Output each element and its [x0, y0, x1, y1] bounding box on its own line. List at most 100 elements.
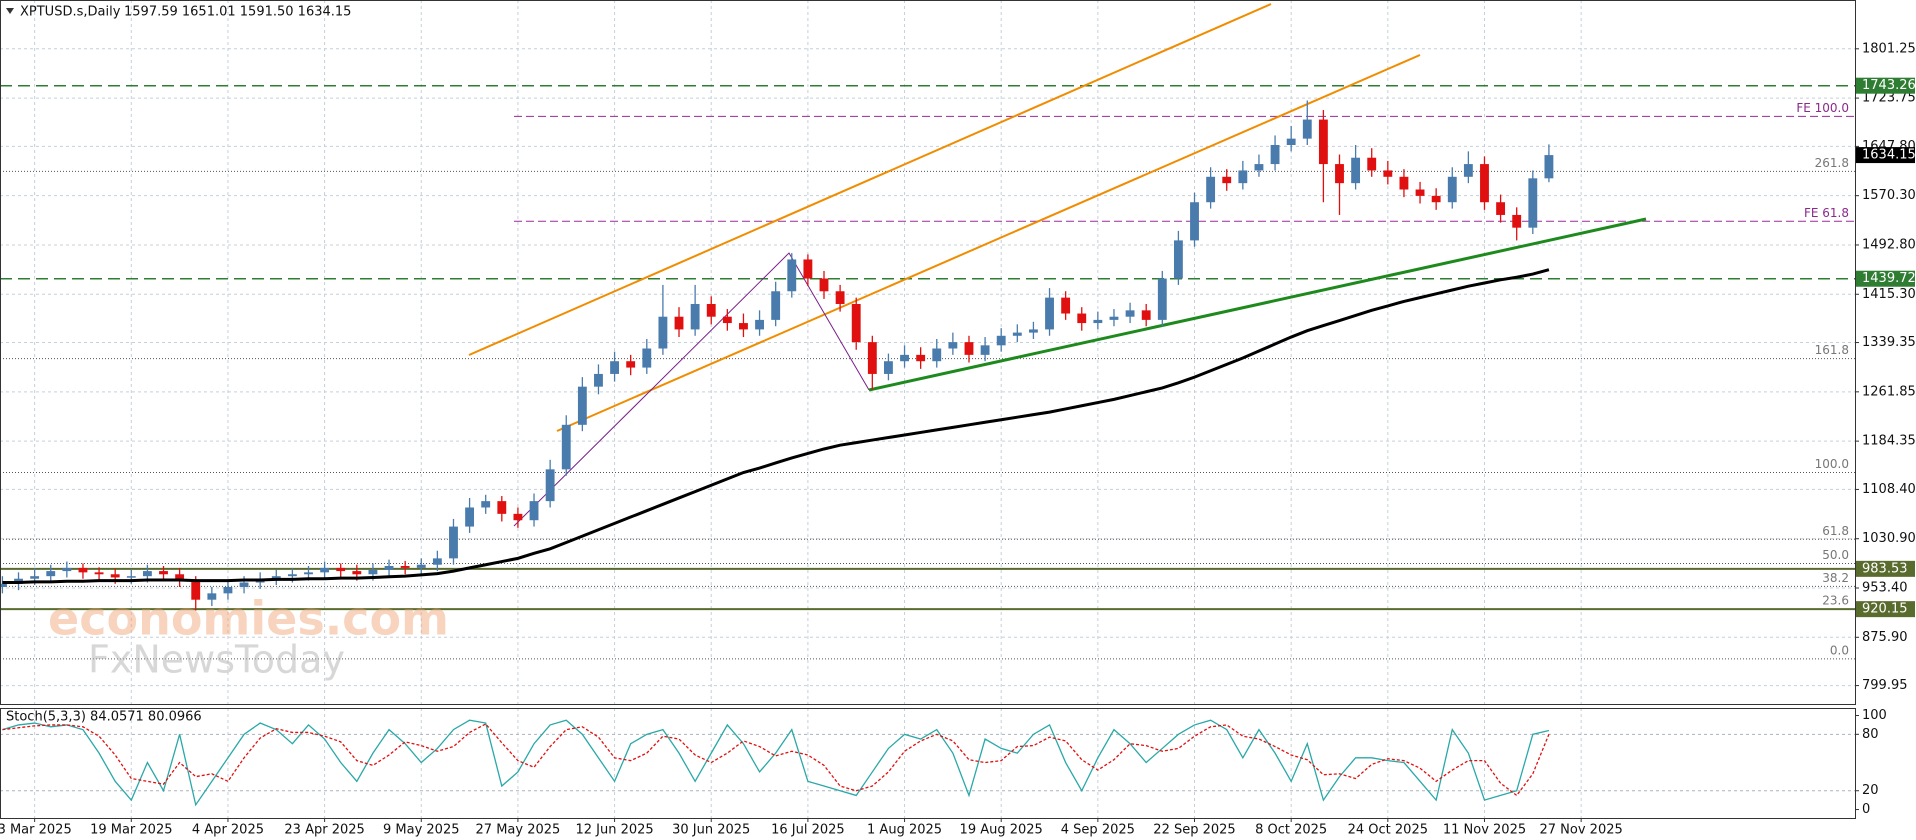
candle-body: [400, 565, 410, 568]
price-level-label: 920.15: [1862, 602, 1908, 617]
x-tick-label: 12 Jun 2025: [575, 823, 653, 838]
fib-label: 261.8: [1815, 156, 1849, 170]
candle-body: [142, 571, 152, 577]
candle-body: [1238, 170, 1248, 184]
candle-body: [1045, 297, 1054, 330]
candle-body: [1335, 164, 1344, 184]
x-tick-label: 22 Sep 2025: [1153, 823, 1235, 838]
candle-body: [1093, 319, 1103, 324]
candle-body: [980, 345, 990, 355]
candle-body: [207, 593, 217, 600]
y-tick-label: 799.95: [1862, 678, 1908, 693]
candle-body: [1463, 164, 1473, 177]
candle-body: [561, 424, 571, 470]
candle-body: [110, 574, 120, 578]
candle-body: [529, 501, 539, 521]
y-tick-label: 20: [1862, 783, 1879, 798]
candle-body: [191, 580, 201, 600]
candle-body: [884, 361, 893, 374]
candle-body: [964, 342, 974, 355]
candle-body: [497, 501, 507, 514]
candle-body: [819, 278, 829, 292]
candle-body: [900, 354, 909, 362]
candle-body: [787, 259, 797, 292]
watermark-text: FxNewsToday: [88, 638, 345, 682]
channel-line: [468, 3, 1272, 356]
fib-label: 61.8: [1822, 524, 1849, 538]
price-level-box: [1856, 270, 1915, 287]
fe-label: FE 100.0: [1796, 101, 1849, 115]
candle-body: [996, 335, 1006, 346]
candle-body: [78, 567, 88, 573]
candle-body: [1270, 144, 1280, 165]
candle-body: [1077, 313, 1087, 324]
candle-body: [948, 342, 958, 349]
x-tick-label: 23 Apr 2025: [284, 823, 364, 838]
candle-body: [1109, 316, 1119, 320]
candle-body: [706, 303, 716, 317]
y-tick-label: 1261.85: [1862, 384, 1916, 399]
indicator-title: Stoch(5,3,3) 84.0571 80.0966: [6, 710, 202, 725]
x-tick-label: 9 May 2025: [383, 823, 460, 838]
candle-body: [690, 303, 700, 330]
y-tick-label: 1339.35: [1862, 335, 1916, 350]
candle-body: [916, 354, 926, 362]
last-price-box: [1856, 147, 1915, 164]
candle-body: [384, 565, 394, 570]
candle-body: [1528, 178, 1538, 228]
candle-body: [1302, 119, 1312, 139]
candle-body: [94, 572, 104, 575]
y-tick-label: 1492.80: [1862, 237, 1916, 252]
candle-body: [1496, 202, 1506, 215]
x-tick-label: 27 Nov 2025: [1540, 823, 1623, 838]
candle-body: [30, 576, 40, 579]
y-tick-label: 1570.30: [1862, 188, 1916, 203]
sub-frame: [0, 708, 1856, 819]
candle-body: [513, 513, 523, 521]
candle-body: [867, 342, 877, 374]
candle-body: [851, 303, 861, 343]
indicator-line: [2, 723, 1550, 797]
candle-body: [771, 291, 781, 320]
candle-body: [1544, 155, 1554, 179]
candle-body: [545, 469, 555, 502]
collapse-icon[interactable]: [6, 8, 14, 14]
fe-label: FE 61.8: [1804, 206, 1849, 220]
fib-label: 23.6: [1822, 594, 1849, 608]
y-tick-label: 1030.90: [1862, 531, 1916, 546]
price-level-label: 1439.72: [1862, 271, 1916, 286]
watermark-text: economies.com: [48, 592, 449, 646]
y-tick-label: 0: [1862, 802, 1870, 817]
y-tick-label: 1801.25: [1862, 41, 1916, 56]
price-level-label: 983.53: [1862, 561, 1908, 576]
candle-body: [304, 572, 313, 575]
fib-label: 50.0: [1822, 548, 1849, 562]
fib-label: 161.8: [1815, 343, 1849, 357]
main-frame: [0, 0, 1856, 705]
y-tick-label: 953.40: [1862, 581, 1908, 596]
candle-body: [1431, 195, 1441, 203]
candle-body: [1383, 170, 1393, 177]
watermark: economies.com FxNewsToday: [48, 592, 449, 682]
x-tick-label: 4 Apr 2025: [192, 823, 264, 838]
candle-body: [1157, 278, 1167, 320]
candle-body: [271, 576, 281, 579]
y-tick-label: 1415.30: [1862, 287, 1916, 302]
candle-body: [239, 582, 249, 587]
price-level-label: 1743.26: [1862, 78, 1916, 93]
y-tick-label: 100: [1862, 708, 1887, 723]
x-tick-label: 8 Oct 2025: [1255, 823, 1327, 838]
drawings: [468, 3, 1647, 527]
levels: 261.8 161.8 100.0 61.8 50.0 38.2 23.6 0.0 FE 100…: [0, 84, 1855, 660]
ohlc-text: 1597.59 1651.01 1591.50 1634.15: [124, 5, 351, 20]
y-tick-label: 1108.40: [1862, 482, 1916, 497]
candle-body: [1254, 164, 1264, 171]
fib-zigzag: [513, 252, 870, 527]
candle-body: [803, 259, 813, 279]
x-tick-label: 16 Jul 2025: [771, 823, 845, 838]
price-level-box: [1856, 77, 1915, 94]
candle-body: [1399, 176, 1409, 190]
candle-body: [722, 316, 732, 324]
candle-body: [175, 574, 185, 581]
